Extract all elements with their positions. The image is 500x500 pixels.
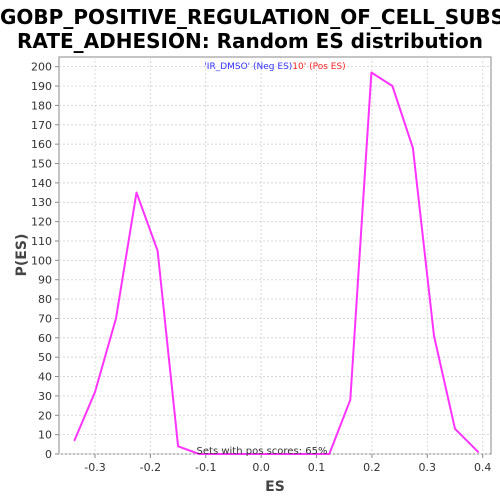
x-tick-label: 0.4 [474,461,492,474]
y-tick-label: 110 [31,235,52,248]
series-layer [73,71,480,455]
y-axis-label: P(ES) [14,234,30,277]
y-tick-label: 20 [38,409,52,422]
y-axis-ticks: 0 10 20 30 40 50 60 70 80 90 100 110 120 130 140 150 160… [31,61,59,461]
x-axis-label: ES [265,479,285,495]
legend-neg-label: 'IR_DMSO' (Neg ES) [204,62,292,72]
data-point [328,453,331,455]
legend: 'IR_DMSO' (Neg ES)10' (Pos ES) [204,62,345,72]
data-point [433,335,435,337]
data-point [454,428,456,430]
y-tick-label: 30 [38,390,52,403]
data-point [73,439,76,442]
y-tick-label: 70 [38,312,52,325]
y-tick-label: 40 [38,371,52,384]
data-point [412,147,414,149]
y-tick-label: 50 [38,351,52,364]
x-tick-label: 0.2 [363,461,381,474]
pos-scores-annotation: Sets with pos scores: 65% [197,446,328,457]
data-point [135,191,138,194]
y-tick-label: 130 [31,196,52,209]
x-tick-label: -0.1 [195,461,216,474]
data-point [391,85,394,87]
grid [59,57,491,455]
x-tick-label: -0.3 [84,461,105,474]
chart-title-line-1: GOBP_POSITIVE_REGULATION_OF_CELL_SUBST [0,5,500,29]
y-tick-label: 200 [31,61,52,74]
data-point [370,71,373,74]
y-tick-label: 80 [38,293,52,306]
data-point [198,453,200,455]
data-point [94,391,96,393]
y-tick-label: 180 [31,99,52,112]
data-point [349,398,352,401]
data-point [477,451,480,453]
y-tick-label: 10 [38,429,52,442]
x-tick-label: 0.0 [252,461,270,474]
y-tick-label: 0 [45,448,52,461]
y-tick-label: 150 [31,158,52,171]
y-tick-label: 140 [31,177,52,190]
y-tick-label: 90 [38,274,52,287]
y-tick-label: 190 [31,80,52,93]
data-point [115,317,117,320]
y-tick-label: 60 [38,332,52,345]
x-tick-label: 0.3 [419,461,437,474]
x-tick-label: -0.2 [140,461,161,474]
data-point [177,445,179,448]
plot-area [58,56,492,455]
chart-title-line-2: RATE_ADHESION: Random ES distribution [17,29,483,53]
x-tick-label: 0.1 [308,461,326,474]
x-axis-ticks: -0.3 -0.2 -0.1 0.0 0.1 0.2 0.3 0.4 [84,454,491,474]
y-tick-label: 100 [31,254,52,267]
y-tick-label: 170 [31,119,52,132]
data-point [156,249,159,252]
y-tick-label: 160 [31,138,52,151]
y-tick-label: 120 [31,216,52,229]
legend-pos-label: 10' (Pos ES) [292,62,345,72]
